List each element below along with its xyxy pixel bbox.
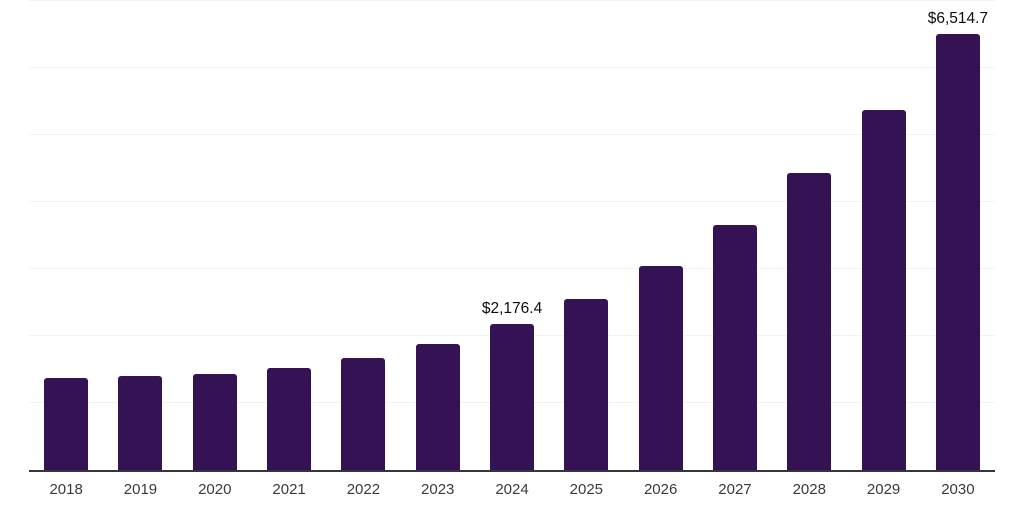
bar-2020 <box>192 374 237 470</box>
bar-2026 <box>638 266 683 470</box>
x-tick-label-2025: 2025 <box>569 481 604 498</box>
bar-2028 <box>787 173 832 470</box>
x-tick-label-2021: 2021 <box>272 481 306 498</box>
x-tick-label-2024: 2024 <box>495 481 529 498</box>
bar-slot-2022 <box>326 1 400 470</box>
bar-2022 <box>341 358 386 470</box>
bar-slot-2029 <box>846 1 920 470</box>
gridline <box>29 0 995 1</box>
bar-2029 <box>861 109 906 470</box>
x-tick-label-2019: 2019 <box>123 481 158 498</box>
bar-slot-2019 <box>103 1 177 470</box>
data-label-2030: $6,514.7 <box>927 9 989 27</box>
gridline <box>29 134 995 135</box>
bar-2024 <box>490 324 535 470</box>
bar-2030 <box>935 33 980 470</box>
bar-slot-2026 <box>624 1 698 470</box>
x-axis-tick-labels: 2018 2019 2020 2021 2022 2023 2024 2025 2026 2027… <box>29 481 995 498</box>
bar-slot-2027 <box>698 1 772 470</box>
x-tick-label-2026: 2026 <box>643 481 678 498</box>
bar-slot-2021 <box>252 1 326 470</box>
bar-2019 <box>118 376 163 470</box>
bar-2027 <box>712 225 757 470</box>
gridline <box>29 201 995 202</box>
bar-slot-2024: $2,176.4 <box>475 1 549 470</box>
x-tick-label-2022: 2022 <box>346 481 381 498</box>
bar-slot-2018 <box>29 1 103 470</box>
bar-2023 <box>415 344 460 470</box>
gridline <box>29 67 995 68</box>
plot-area: $2,176.4 $6,514.7 <box>29 0 995 472</box>
x-tick-label-2027: 2027 <box>718 481 752 498</box>
bar-slot-2023 <box>401 1 475 470</box>
x-tick-label-2018: 2018 <box>49 481 83 498</box>
bar-slot-2020 <box>178 1 252 470</box>
data-label-2024: $2,176.4 <box>481 300 543 318</box>
bar-2021 <box>267 367 312 470</box>
bar-slot-2028 <box>772 1 846 470</box>
bar-slot-2030: $6,514.7 <box>921 1 995 470</box>
x-tick-label-2023: 2023 <box>421 481 455 498</box>
x-tick-label-2028: 2028 <box>792 481 826 498</box>
x-tick-label-2029: 2029 <box>866 481 901 498</box>
x-tick-label-2030: 2030 <box>941 481 975 498</box>
bars-layer: $2,176.4 $6,514.7 <box>29 1 995 470</box>
bar-2025 <box>564 299 609 470</box>
bar-slot-2025 <box>549 1 623 470</box>
x-tick-label-2020: 2020 <box>198 481 232 498</box>
gridline <box>29 268 995 269</box>
bar-2018 <box>44 378 89 470</box>
